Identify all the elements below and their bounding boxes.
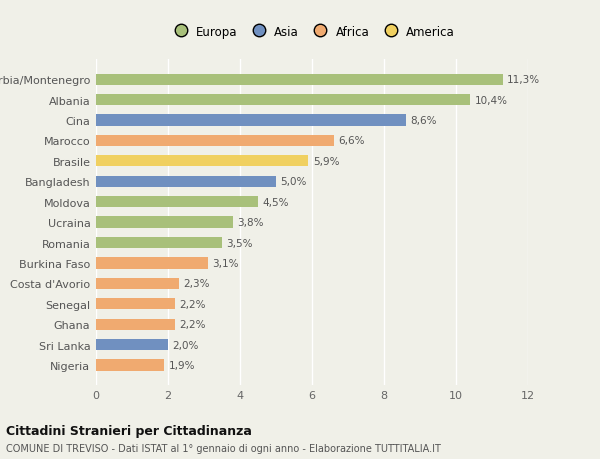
Text: 2,0%: 2,0% <box>172 340 199 350</box>
Bar <box>96 339 168 350</box>
Bar <box>96 176 276 187</box>
Text: 3,1%: 3,1% <box>212 258 238 269</box>
Text: 6,6%: 6,6% <box>338 136 364 146</box>
Text: 4,5%: 4,5% <box>262 197 289 207</box>
Bar <box>96 95 470 106</box>
Bar <box>96 217 233 228</box>
Bar <box>96 135 334 147</box>
Bar <box>96 196 258 208</box>
Bar <box>96 74 503 86</box>
Bar <box>96 156 308 167</box>
Text: 10,4%: 10,4% <box>475 95 508 106</box>
Text: 8,6%: 8,6% <box>410 116 436 126</box>
Text: 3,8%: 3,8% <box>237 218 263 228</box>
Text: Cittadini Stranieri per Cittadinanza: Cittadini Stranieri per Cittadinanza <box>6 424 252 437</box>
Text: 1,9%: 1,9% <box>169 360 195 370</box>
Bar <box>96 237 222 249</box>
Text: 5,9%: 5,9% <box>313 157 339 167</box>
Text: 2,3%: 2,3% <box>183 279 209 289</box>
Bar <box>96 115 406 126</box>
Text: 3,5%: 3,5% <box>226 238 253 248</box>
Bar <box>96 319 175 330</box>
Bar <box>96 359 164 371</box>
Text: 11,3%: 11,3% <box>507 75 540 85</box>
Text: 2,2%: 2,2% <box>179 299 206 309</box>
Bar <box>96 278 179 289</box>
Bar <box>96 258 208 269</box>
Legend: Europa, Asia, Africa, America: Europa, Asia, Africa, America <box>167 23 457 41</box>
Text: COMUNE DI TREVISO - Dati ISTAT al 1° gennaio di ogni anno - Elaborazione TUTTITA: COMUNE DI TREVISO - Dati ISTAT al 1° gen… <box>6 443 441 453</box>
Bar <box>96 298 175 310</box>
Text: 2,2%: 2,2% <box>179 319 206 330</box>
Text: 5,0%: 5,0% <box>280 177 307 187</box>
